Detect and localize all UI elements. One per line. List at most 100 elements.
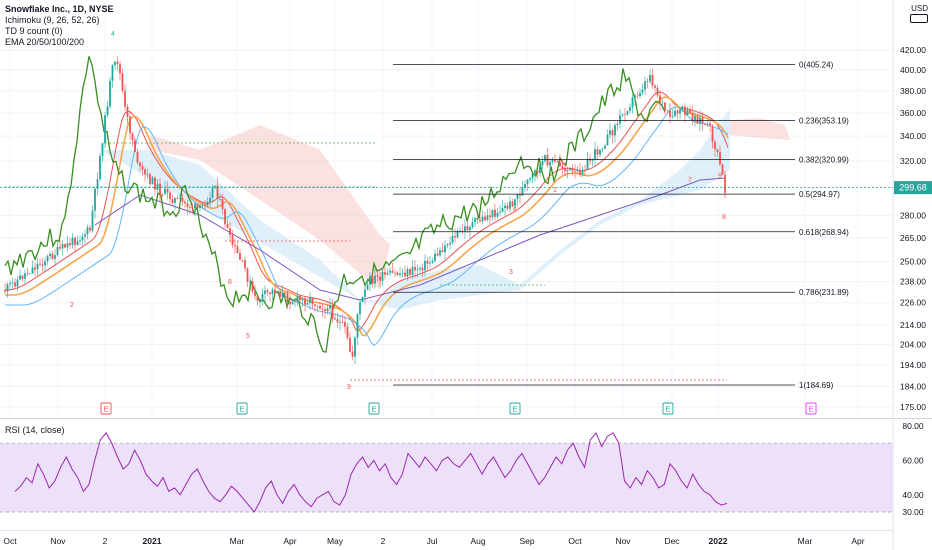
candle-body bbox=[689, 109, 691, 113]
candle-body bbox=[704, 123, 706, 125]
price-tick-label: 320.00 bbox=[900, 156, 926, 166]
time-tick-label: Mar bbox=[798, 536, 813, 546]
rsi-tick-label: 40.00 bbox=[902, 490, 924, 500]
candle-body bbox=[369, 275, 371, 285]
candle-body bbox=[669, 110, 671, 117]
rsi-pane[interactable] bbox=[0, 431, 893, 513]
candle-body bbox=[149, 174, 151, 185]
candle-body bbox=[586, 158, 589, 170]
price-pane[interactable] bbox=[0, 0, 893, 418]
candle-body bbox=[144, 169, 146, 175]
fib-level-label: 1(184.69) bbox=[799, 381, 834, 390]
earnings-marker-label: E bbox=[808, 405, 813, 414]
earnings-marker-label: E bbox=[665, 405, 670, 414]
candle-body bbox=[39, 263, 41, 265]
rsi-legend[interactable]: RSI (14, close) bbox=[5, 425, 65, 435]
candle-body bbox=[476, 218, 479, 220]
candle-body bbox=[161, 194, 164, 195]
candle-body bbox=[504, 205, 506, 209]
candle-body bbox=[526, 179, 529, 185]
candle-body bbox=[254, 291, 256, 297]
candle-body bbox=[146, 174, 149, 175]
currency-selector[interactable]: USD bbox=[910, 4, 928, 23]
last-price-label: 299.68 bbox=[899, 183, 927, 193]
candle-body bbox=[201, 204, 204, 206]
candle-body bbox=[534, 170, 536, 174]
candle-body bbox=[451, 236, 454, 243]
time-tick-label: 2 bbox=[103, 536, 108, 546]
rsi-axis[interactable]: 30.00 40.00 60.00 80.00 bbox=[902, 421, 924, 517]
candle-body bbox=[349, 337, 351, 352]
time-tick-label: Aug bbox=[470, 536, 485, 546]
price-tick-label: 380.00 bbox=[900, 86, 926, 96]
candle-body bbox=[519, 194, 521, 196]
candle-body bbox=[706, 123, 709, 125]
candle-body bbox=[129, 116, 131, 134]
candle-body bbox=[609, 130, 611, 135]
candle-body bbox=[104, 115, 106, 144]
candle-body bbox=[296, 295, 299, 302]
candle-body bbox=[284, 292, 286, 294]
candle-body bbox=[101, 143, 104, 156]
fib-level-label: 0.382(320.99) bbox=[799, 156, 849, 165]
rsi-line bbox=[14, 431, 728, 513]
earnings-icon bbox=[368, 402, 380, 415]
candle-body bbox=[581, 169, 584, 175]
price-tick-label: 265.00 bbox=[900, 233, 926, 243]
td-legend[interactable]: TD 9 count (0) bbox=[5, 26, 63, 36]
candle-body bbox=[111, 65, 114, 81]
ema-legend[interactable]: EMA 20/50/100/200 bbox=[5, 37, 85, 47]
candle-body bbox=[654, 85, 656, 88]
candle-body bbox=[619, 115, 621, 124]
candle-body bbox=[531, 173, 534, 179]
td-count-label: 1 bbox=[553, 187, 557, 194]
price-tick-label: 194.00 bbox=[900, 360, 926, 370]
candle-body bbox=[331, 305, 334, 319]
candle-body bbox=[616, 123, 619, 126]
candle-body bbox=[191, 207, 194, 209]
candle-body bbox=[336, 319, 339, 323]
candle-body bbox=[41, 264, 44, 266]
candle-body bbox=[674, 110, 676, 117]
candle-body bbox=[36, 263, 39, 270]
candle-body bbox=[621, 114, 624, 116]
rsi-tick-label: 80.00 bbox=[902, 421, 924, 431]
time-axis[interactable]: Oct Nov 2 2021 Mar Apr May 2 Jul Aug Sep Oct Nov Dec 2… bbox=[3, 536, 864, 546]
candle-body bbox=[34, 267, 36, 270]
candle-body bbox=[226, 224, 229, 229]
candle-body bbox=[229, 228, 231, 236]
td-count-labels: 4 2 5 8 9 6 3 1 7 8 9 bbox=[70, 31, 726, 391]
candle-body bbox=[76, 241, 79, 245]
ema200-line bbox=[94, 177, 726, 301]
price-tick-label: 360.00 bbox=[900, 108, 926, 118]
price-axis[interactable]: 175.00 184.00 194.00 204.00 214.00 226.00 238.… bbox=[900, 45, 926, 412]
candle-body bbox=[86, 227, 89, 235]
candle-body bbox=[574, 170, 576, 172]
candle-body bbox=[186, 203, 189, 208]
symbol-title[interactable]: Snowflake Inc., 1D, NYSE bbox=[5, 4, 114, 14]
candle-body bbox=[256, 296, 259, 301]
time-tick-label: Jul bbox=[427, 536, 438, 546]
candle-body bbox=[664, 102, 666, 111]
candle-body bbox=[184, 201, 186, 204]
candle-body bbox=[471, 221, 474, 228]
ichimoku-legend[interactable]: Ichimoku (9, 26, 52, 26) bbox=[5, 15, 100, 25]
candle-body bbox=[99, 155, 101, 180]
candle-body bbox=[711, 125, 714, 142]
candle-body bbox=[196, 203, 199, 209]
candle-body bbox=[119, 63, 121, 74]
candle-body bbox=[56, 247, 59, 256]
candle-body bbox=[344, 321, 346, 327]
price-tick-label: 175.00 bbox=[900, 402, 926, 412]
candle-body bbox=[661, 102, 664, 104]
candle-body bbox=[51, 253, 54, 259]
candle-body bbox=[81, 236, 84, 241]
candle-body bbox=[19, 275, 21, 280]
cloud-bearish bbox=[150, 125, 390, 290]
candle-body bbox=[289, 302, 291, 305]
candle-body bbox=[436, 253, 439, 256]
td-count-label: 9 bbox=[347, 384, 351, 391]
candle-body bbox=[96, 179, 99, 189]
fib-level-label: 0.618(268.94) bbox=[799, 228, 849, 237]
